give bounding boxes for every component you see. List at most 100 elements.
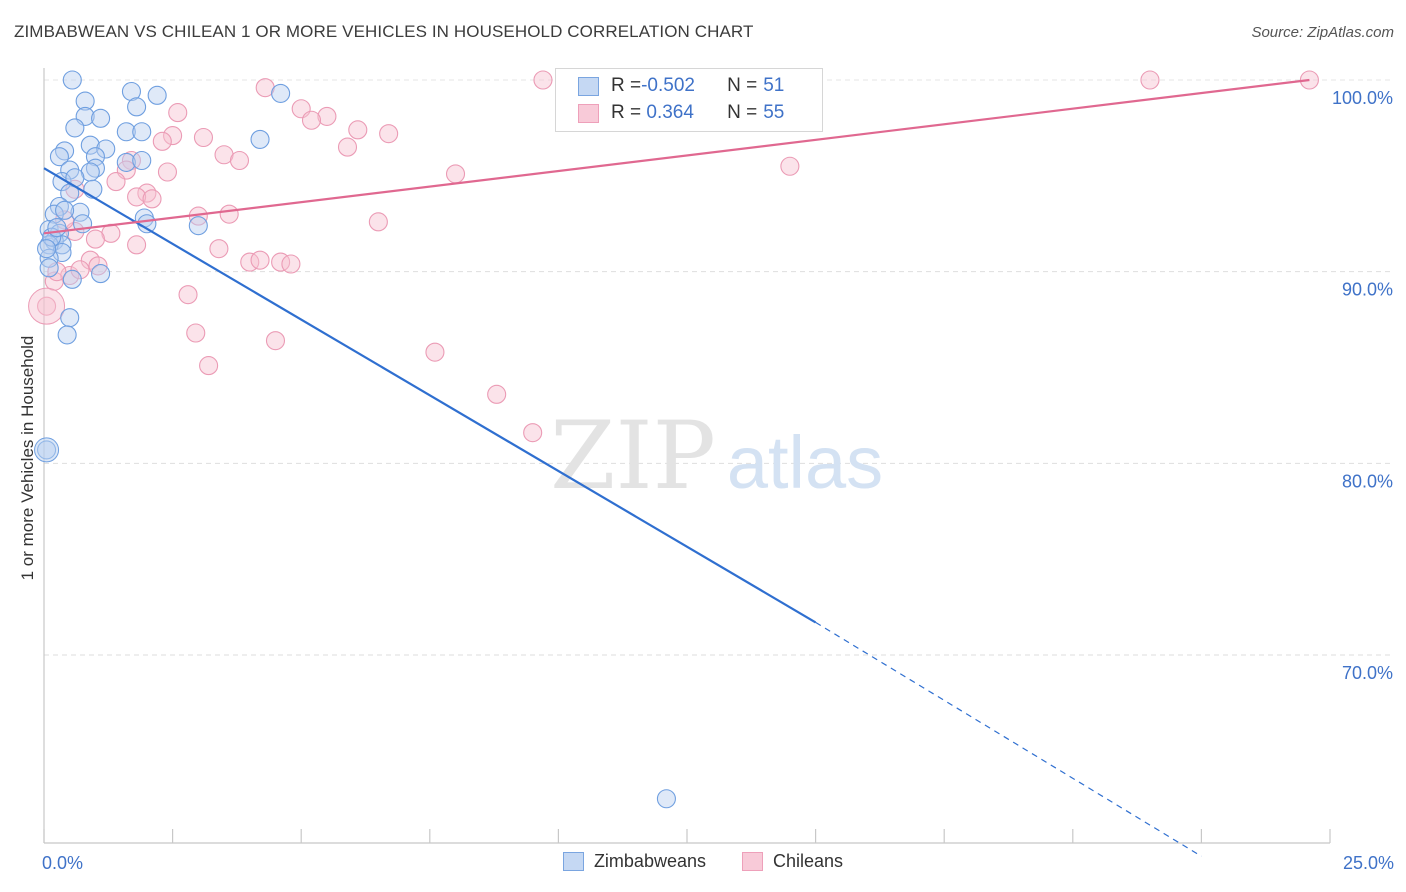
zimbabwean-point bbox=[57, 325, 77, 345]
chilean-point bbox=[85, 229, 105, 249]
zimbabwean-point bbox=[49, 147, 69, 167]
chilean-point bbox=[157, 162, 178, 182]
zimbabwean-point bbox=[85, 158, 105, 178]
zimbabwean-point bbox=[147, 85, 167, 105]
chilean-point bbox=[533, 70, 553, 90]
legend-item-chileans: Chileans bbox=[742, 851, 843, 872]
chilean-points bbox=[28, 70, 1319, 443]
zimbabwean-point bbox=[39, 258, 59, 278]
r-value: 0.364 bbox=[641, 102, 694, 123]
chilean-point bbox=[425, 342, 445, 362]
zimbabwean-point bbox=[80, 135, 100, 155]
y-tick-label: 70.0% bbox=[1342, 663, 1393, 683]
pink-swatch bbox=[742, 852, 763, 871]
zimbabwean-point bbox=[60, 308, 80, 328]
chilean-point bbox=[127, 187, 147, 207]
chilean-point bbox=[152, 131, 172, 151]
chilean-point bbox=[80, 250, 100, 270]
zimbabwean-point bbox=[132, 122, 152, 142]
watermark-atlas: atlas bbox=[727, 421, 883, 504]
chilean-point bbox=[70, 260, 90, 280]
chilean-point bbox=[163, 126, 183, 146]
chilean-point bbox=[106, 172, 126, 192]
y-tick-label: 100.0% bbox=[1332, 88, 1393, 108]
zimbabwean-point bbox=[271, 83, 291, 103]
chilean-point bbox=[281, 254, 301, 274]
chilean-point bbox=[142, 189, 162, 209]
chilean-point bbox=[37, 296, 57, 316]
zimbabwean-point bbox=[70, 202, 90, 222]
legend-label-zimbabweans: Zimbabweans bbox=[593, 851, 706, 871]
zimbabwean-point bbox=[116, 152, 136, 172]
chilean-point bbox=[348, 120, 368, 140]
chilean-point bbox=[301, 110, 322, 130]
blue-swatch bbox=[578, 76, 599, 96]
zimbabwean-point bbox=[83, 179, 103, 199]
watermark: ZIP atlas bbox=[550, 402, 883, 511]
watermark-zip: ZIP bbox=[550, 402, 716, 511]
zimbabwean-trend-extension bbox=[815, 621, 1202, 857]
zimbabwean-point bbox=[52, 242, 72, 263]
source-label: Source: ZipAtlas.com bbox=[1251, 24, 1394, 41]
chilean-point bbox=[379, 124, 399, 144]
zimbabwean-point bbox=[55, 200, 75, 220]
zimbabwean-point bbox=[132, 150, 152, 171]
chilean-point bbox=[137, 183, 157, 203]
zimbabwean-point bbox=[188, 216, 208, 236]
chilean-point-large bbox=[28, 287, 66, 325]
zimbabwean-point bbox=[656, 789, 676, 809]
chilean-point bbox=[127, 235, 147, 255]
legend-row-chileans: R = 0.364 N = 55 bbox=[578, 100, 784, 126]
zimbabwean-point bbox=[62, 70, 82, 90]
y-tick-label: 90.0% bbox=[1342, 280, 1393, 300]
stats-legend: R = -0.502 N = 51 R = 0.364 N = 55 bbox=[555, 68, 823, 132]
chilean-point bbox=[219, 204, 239, 224]
zimbabwean-point bbox=[250, 129, 270, 149]
chilean-point bbox=[368, 212, 388, 232]
n-label: N = bbox=[727, 75, 758, 96]
n-value: 51 bbox=[763, 75, 785, 96]
chilean-point bbox=[186, 323, 206, 343]
chilean-point bbox=[317, 106, 337, 126]
chilean-point bbox=[1140, 70, 1160, 90]
zimbabwean-point bbox=[37, 239, 57, 259]
x-tick-label-min: 0.0% bbox=[42, 853, 84, 873]
chilean-point bbox=[199, 356, 219, 376]
zimbabwean-point bbox=[75, 91, 95, 111]
zimbabwean-trend-line bbox=[43, 167, 817, 624]
zimbabwean-point bbox=[116, 122, 136, 142]
chilean-point bbox=[209, 239, 229, 259]
chilean-point bbox=[178, 285, 198, 305]
pink-swatch bbox=[578, 103, 599, 123]
legend-row-zimbabweans: R = -0.502 N = 51 bbox=[578, 73, 784, 99]
zimbabwean-point bbox=[47, 218, 67, 238]
chilean-point bbox=[168, 103, 188, 123]
n-value: 55 bbox=[763, 102, 785, 123]
zimbabwean-point-large bbox=[34, 437, 60, 463]
zimbabwean-point bbox=[55, 141, 75, 161]
zimbabwean-point bbox=[91, 264, 111, 284]
y-tick-label: 80.0% bbox=[1342, 471, 1393, 491]
blue-swatch bbox=[562, 852, 584, 871]
zimbabwean-point bbox=[121, 81, 141, 102]
x-tick-label-max: 25.0% bbox=[1342, 853, 1394, 873]
zimbabwean-point bbox=[91, 108, 111, 128]
chilean-point bbox=[445, 164, 466, 184]
r-label: R = bbox=[611, 102, 642, 123]
zimbabwean-points bbox=[34, 70, 676, 809]
chilean-point bbox=[88, 256, 108, 276]
chilean-point bbox=[337, 137, 358, 157]
zimbabwean-point bbox=[62, 269, 82, 289]
r-label: R = bbox=[611, 75, 642, 96]
zimbabwean-point bbox=[127, 97, 147, 117]
chilean-point bbox=[523, 423, 543, 443]
chilean-point bbox=[780, 156, 800, 176]
chart-title: ZIMBABWEAN VS CHILEAN 1 OR MORE VEHICLES… bbox=[14, 22, 754, 41]
chilean-point bbox=[250, 250, 270, 270]
legend-label-chileans: Chileans bbox=[773, 851, 844, 871]
chilean-point bbox=[265, 331, 286, 351]
r-value: -0.502 bbox=[641, 75, 695, 96]
chilean-trend-line bbox=[43, 78, 1310, 235]
zimbabwean-point bbox=[65, 118, 85, 138]
